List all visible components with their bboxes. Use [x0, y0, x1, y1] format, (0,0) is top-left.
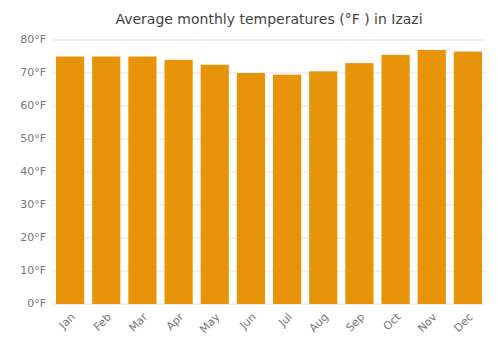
- bar: [92, 57, 120, 305]
- chart: 0°F 10°F 20°F 30°F 40°F 50°F 60°F 70°F 80°F Jan Fe…: [0, 0, 500, 350]
- x-tick-label: Jan: [56, 311, 78, 333]
- y-tick-label: 30°F: [20, 198, 46, 211]
- x-axis: Jan Feb Mar Apr May Jun Jul Aug Sep Oct Nov Dec: [56, 310, 476, 336]
- x-tick-label: May: [197, 310, 223, 336]
- y-tick-label: 20°F: [20, 231, 46, 244]
- bar: [128, 57, 156, 305]
- bars: [56, 50, 482, 304]
- bar: [309, 71, 337, 304]
- bar: [164, 60, 192, 304]
- y-tick-label: 80°F: [20, 33, 46, 46]
- x-tick-label: Jul: [276, 311, 295, 330]
- x-tick-label: Oct: [381, 310, 404, 333]
- x-tick-label: Dec: [451, 311, 475, 335]
- x-tick-label: Sep: [343, 311, 367, 335]
- x-tick-label: Feb: [91, 311, 114, 334]
- x-tick-label: Mar: [126, 310, 150, 334]
- y-tick-label: 70°F: [20, 66, 46, 79]
- title: Average monthly temperatures (°F ) in Iz…: [115, 11, 422, 27]
- x-tick-label: Apr: [164, 310, 187, 333]
- y-tick-label: 10°F: [20, 264, 46, 277]
- bar: [237, 73, 265, 304]
- bar: [381, 55, 409, 304]
- grid-line: [52, 40, 486, 41]
- bar: [345, 63, 373, 304]
- x-tick-label: Nov: [415, 310, 440, 335]
- y-tick-label: 50°F: [20, 132, 46, 145]
- y-tick-label: 0°F: [27, 297, 46, 310]
- bar: [418, 50, 446, 304]
- x-tick-label: Jun: [237, 311, 259, 333]
- bar: [273, 75, 301, 304]
- bar: [201, 65, 229, 304]
- y-tick-label: 60°F: [20, 99, 46, 112]
- bar: [56, 57, 84, 305]
- x-tick-label: Aug: [307, 311, 331, 335]
- y-tick-label: 40°F: [20, 165, 46, 178]
- y-grid: [52, 40, 486, 304]
- bar: [454, 52, 482, 304]
- y-axis: 0°F 10°F 20°F 30°F 40°F 50°F 60°F 70°F 80°F: [20, 33, 46, 310]
- chart-container: 0°F 10°F 20°F 30°F 40°F 50°F 60°F 70°F 80°F Jan Fe…: [0, 0, 500, 350]
